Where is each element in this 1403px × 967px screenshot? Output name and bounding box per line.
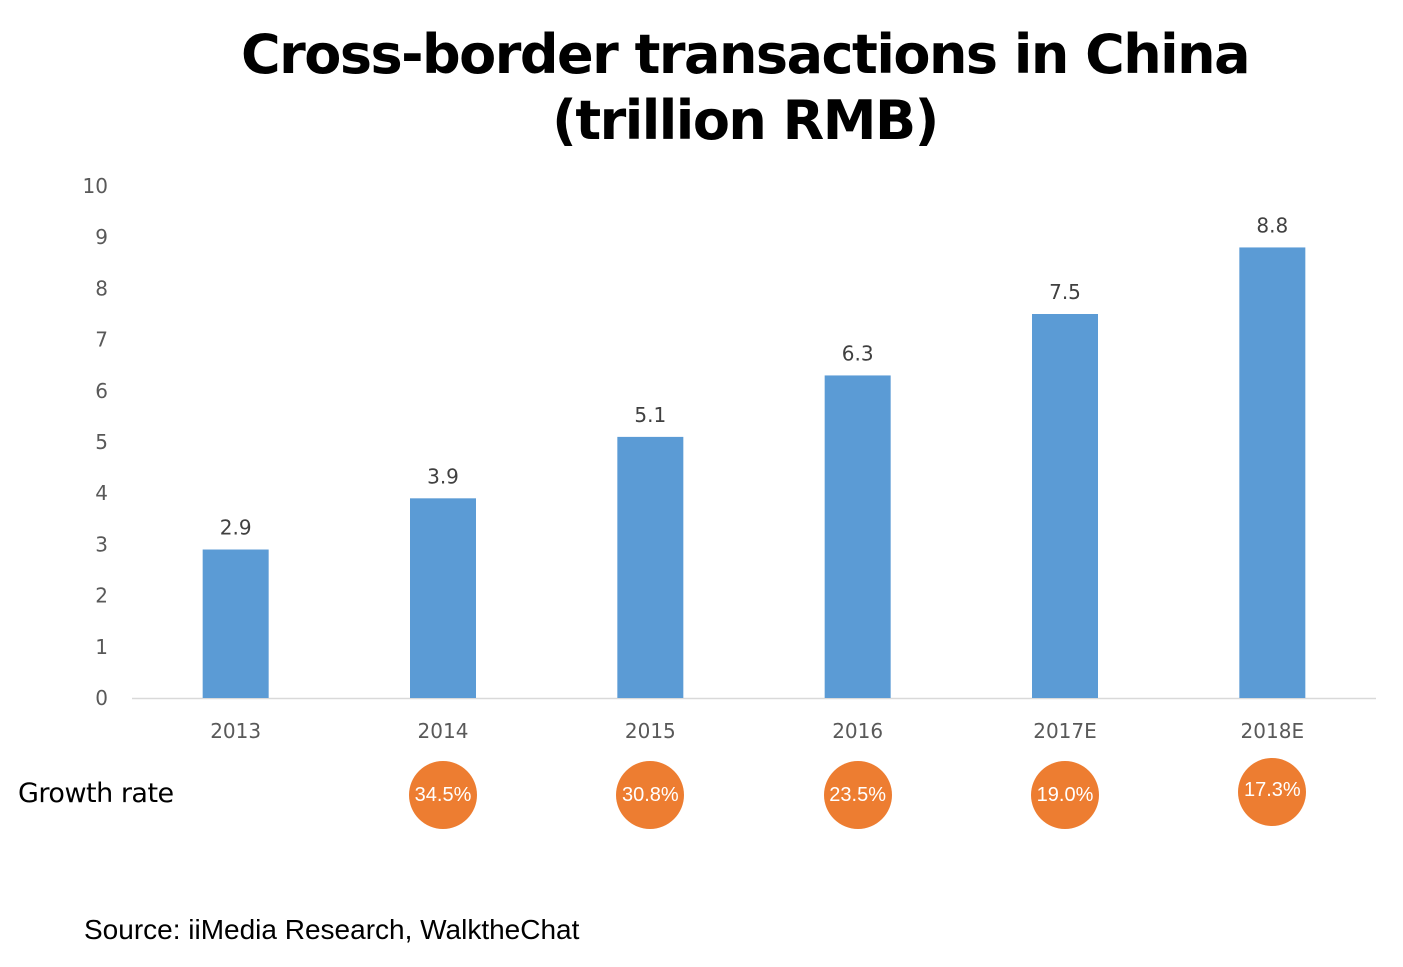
data-label-2017E: 7.5	[1049, 280, 1081, 304]
x-tick-label-2015: 2015	[625, 719, 676, 743]
data-label-2015: 5.1	[634, 403, 666, 427]
y-tick-label: 1	[95, 635, 108, 659]
y-tick-label: 10	[83, 174, 108, 198]
y-tick-label: 7	[95, 328, 108, 352]
x-tick-label-2018E: 2018E	[1241, 719, 1305, 743]
bar-2014	[410, 498, 476, 698]
source-note: Source: iiMedia Research, WalktheChat	[84, 914, 580, 945]
bar-2016	[824, 375, 891, 698]
x-tick-label-2017E: 2017E	[1033, 719, 1097, 743]
growth-rate-label: Growth rate	[18, 778, 174, 809]
bar-2018E	[1239, 247, 1306, 698]
y-tick-label: 4	[95, 481, 108, 505]
y-tick-label: 9	[95, 225, 108, 249]
y-tick-label: 6	[95, 379, 108, 403]
bar-2015	[617, 436, 684, 698]
bar-2013	[202, 549, 269, 698]
y-tick-label: 2	[95, 584, 108, 608]
chart-title-line-1: Cross-border transactions in China	[240, 23, 1251, 86]
chart-title-line-2: (trillion RMB)	[552, 89, 939, 152]
y-tick-label: 0	[95, 686, 108, 710]
y-tick-label: 8	[95, 276, 108, 300]
x-tick-label-2013: 2013	[210, 719, 261, 743]
data-label-2013: 2.9	[220, 516, 252, 540]
bar-2017E	[1032, 314, 1098, 698]
x-tick-label-2016: 2016	[832, 719, 883, 743]
data-label-2014: 3.9	[427, 464, 459, 488]
y-tick-label: 5	[95, 430, 108, 454]
y-tick-label: 3	[95, 532, 108, 556]
data-label-2016: 6.3	[842, 341, 874, 365]
data-label-2018E: 8.8	[1256, 213, 1288, 237]
chart-title: Cross-border transactions in China (tril…	[0, 22, 1403, 154]
x-tick-label-2014: 2014	[418, 719, 469, 743]
